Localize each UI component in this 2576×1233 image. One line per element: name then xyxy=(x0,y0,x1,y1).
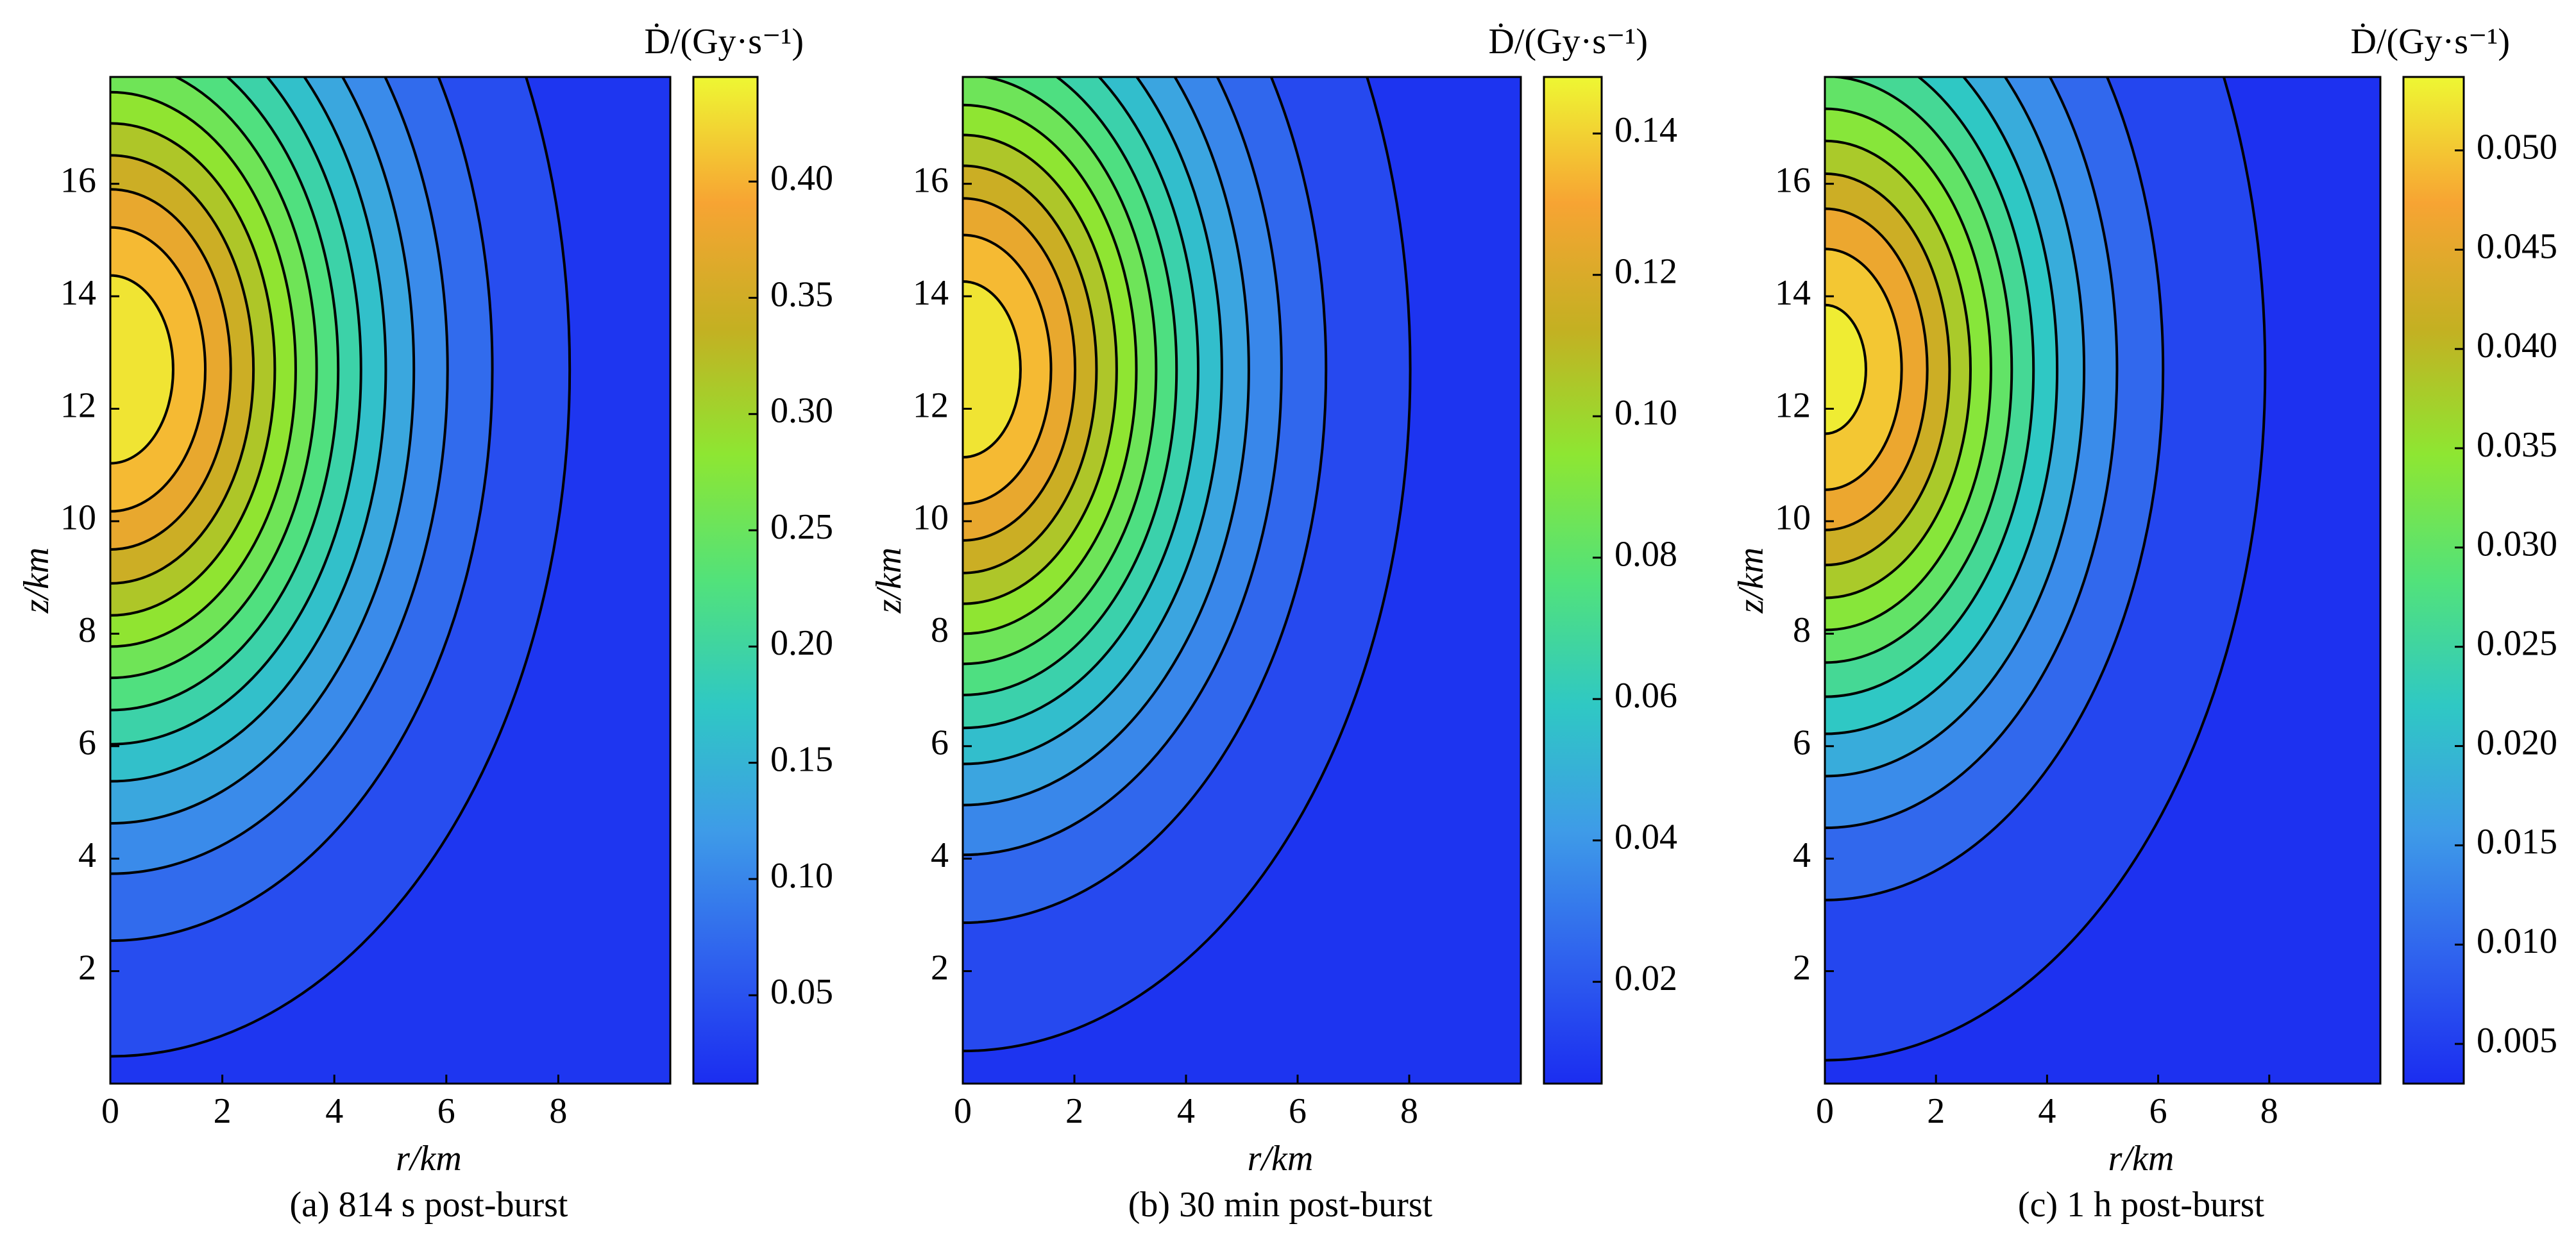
colorbar-label: Ḋ/(Gy·s⁻¹) xyxy=(1488,22,1648,62)
colorbar-tick-label: 0.35 xyxy=(770,274,833,314)
x-tick-label: 2 xyxy=(214,1091,232,1131)
y-tick-label: 8 xyxy=(931,610,949,650)
colorbar-tick-label: 0.025 xyxy=(2477,624,2557,664)
colorbar-tick-label: 0.06 xyxy=(1614,676,1677,716)
y-tick-label: 6 xyxy=(931,723,949,763)
y-tick-label: 14 xyxy=(1775,273,1811,313)
contour-band xyxy=(110,274,174,465)
colorbar-tick-label: 0.040 xyxy=(2477,326,2557,365)
y-tick-label: 10 xyxy=(1775,498,1811,538)
y-tick-label: 14 xyxy=(60,273,96,313)
plot-area xyxy=(1825,77,2380,1084)
y-tick-label: 4 xyxy=(931,835,949,875)
colorbar-tick-label: 0.005 xyxy=(2477,1021,2557,1061)
colorbar-tick-label: 0.15 xyxy=(770,739,833,779)
y-tick-label: 6 xyxy=(78,723,96,763)
colorbar xyxy=(1543,76,1603,1085)
x-axis-label: r/km xyxy=(2108,1139,2174,1178)
caption: (a) 814 s post-burst xyxy=(290,1185,568,1225)
colorbar-tick-label: 0.08 xyxy=(1614,535,1677,575)
colorbar-label: Ḋ/(Gy·s⁻¹) xyxy=(644,22,804,62)
colorbar-tick-label: 0.30 xyxy=(770,391,833,431)
y-tick-label: 14 xyxy=(913,273,949,313)
y-tick-label: 8 xyxy=(1793,610,1811,650)
y-tick-label: 12 xyxy=(60,385,96,425)
x-axis-label: r/km xyxy=(1248,1139,1314,1178)
colorbar-tick-label: 0.050 xyxy=(2477,127,2557,167)
colorbar-tick-label: 0.40 xyxy=(770,158,833,198)
colorbar-label: Ḋ/(Gy·s⁻¹) xyxy=(2350,22,2510,62)
colorbar-tick-label: 0.035 xyxy=(2477,425,2557,465)
panel: 0 2 4 6 8 2 4 6 8 10 12 14 16 r/km z/km (b) 30 min post… xyxy=(869,22,1677,1225)
y-tick-label: 6 xyxy=(1793,723,1811,763)
colorbar-tick-label: 0.02 xyxy=(1614,959,1677,998)
colorbar-tick-label: 0.015 xyxy=(2477,822,2557,862)
colorbar-tick-label: 0.030 xyxy=(2477,524,2557,564)
x-tick-label: 8 xyxy=(2260,1091,2278,1131)
x-tick-label: 4 xyxy=(325,1091,343,1131)
colorbar-tick-label: 0.10 xyxy=(1614,393,1677,433)
y-tick-label: 10 xyxy=(60,498,96,538)
x-tick-label: 6 xyxy=(1289,1091,1307,1131)
colorbar-tick-label: 0.045 xyxy=(2477,226,2557,266)
y-tick-label: 16 xyxy=(1775,160,1811,200)
panel: 0 2 4 6 8 2 4 6 8 10 12 14 16 r/km z/km (a) 814 s post-… xyxy=(17,22,833,1225)
plot-area xyxy=(963,77,1521,1084)
colorbar-tick-label: 0.20 xyxy=(770,623,833,663)
y-tick-label: 4 xyxy=(1793,835,1811,875)
y-axis-label: z/km xyxy=(1731,548,1771,614)
panel: 0 2 4 6 8 2 4 6 8 10 12 14 16 r/km z/km (c) 1 h post-bu… xyxy=(1731,22,2557,1225)
plot-area xyxy=(110,77,670,1084)
y-axis-label: z/km xyxy=(17,548,56,614)
x-tick-label: 4 xyxy=(2038,1091,2056,1131)
caption: (b) 30 min post-burst xyxy=(1128,1185,1433,1225)
colorbar-tick-label: 0.05 xyxy=(770,972,833,1012)
y-tick-label: 2 xyxy=(1793,948,1811,987)
plot-frame xyxy=(962,76,1522,1085)
contour-band xyxy=(1825,303,1867,435)
colorbar-tick-label: 0.14 xyxy=(1614,110,1677,150)
x-tick-label: 0 xyxy=(954,1091,972,1131)
y-tick-label: 8 xyxy=(78,610,96,650)
colorbar xyxy=(692,76,759,1085)
x-tick-label: 6 xyxy=(437,1091,455,1131)
x-axis-label: r/km xyxy=(396,1139,462,1178)
plot-frame xyxy=(109,76,672,1085)
y-tick-label: 16 xyxy=(60,160,96,200)
x-tick-label: 0 xyxy=(1816,1091,1834,1131)
plot-frame xyxy=(1824,76,2382,1085)
colorbar-tick-label: 0.12 xyxy=(1614,252,1677,292)
colorbar-tick-label: 0.25 xyxy=(770,507,833,547)
x-tick-label: 2 xyxy=(1065,1091,1083,1131)
colorbar xyxy=(2402,76,2465,1085)
x-tick-label: 6 xyxy=(2149,1091,2167,1131)
y-tick-label: 2 xyxy=(931,948,949,987)
y-tick-label: 2 xyxy=(78,948,96,987)
x-tick-label: 0 xyxy=(101,1091,119,1131)
x-tick-label: 8 xyxy=(1400,1091,1418,1131)
y-tick-label: 10 xyxy=(913,498,949,538)
y-tick-label: 16 xyxy=(913,160,949,200)
colorbar-tick-label: 0.04 xyxy=(1614,818,1677,857)
y-axis-label: z/km xyxy=(869,548,909,614)
x-tick-label: 8 xyxy=(549,1091,567,1131)
y-tick-label: 12 xyxy=(1775,385,1811,425)
caption: (c) 1 h post-burst xyxy=(2018,1185,2265,1225)
colorbar-tick-label: 0.10 xyxy=(770,856,833,896)
y-tick-label: 4 xyxy=(78,835,96,875)
x-tick-label: 4 xyxy=(1177,1091,1195,1131)
colorbar-tick-label: 0.010 xyxy=(2477,921,2557,961)
x-tick-label: 2 xyxy=(1927,1091,1945,1131)
colorbar-tick-label: 0.020 xyxy=(2477,723,2557,762)
y-tick-label: 12 xyxy=(913,385,949,425)
